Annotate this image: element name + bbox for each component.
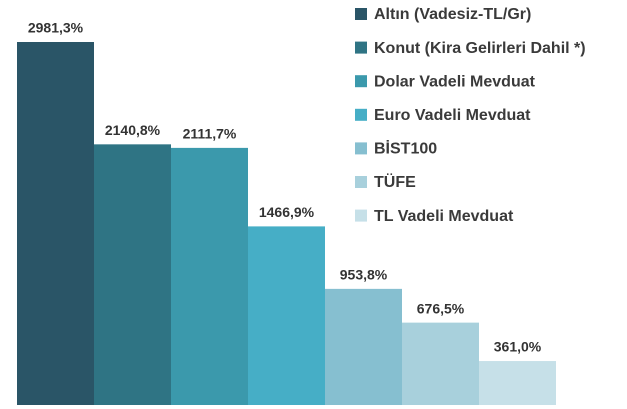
legend-swatch (355, 142, 367, 155)
legend-label: Konut (Kira Gelirleri Dahil *) (374, 40, 586, 57)
legend-swatch (355, 108, 367, 121)
bar (17, 42, 94, 405)
bar (479, 361, 556, 405)
bar (402, 322, 479, 405)
legend-label: Dolar Vadeli Mevduat (374, 73, 536, 90)
value-label: 2111,7% (183, 126, 237, 142)
legend-label: TL Vadeli Mevduat (374, 208, 514, 225)
value-label: 2981,3% (28, 20, 84, 36)
bar (325, 288, 402, 405)
legend-swatch (355, 8, 367, 20)
value-label: 1466,9% (259, 204, 315, 220)
legend-swatch (355, 209, 367, 222)
legend-swatch (355, 75, 367, 88)
value-label: 676,5% (417, 300, 465, 316)
legend-label: Euro Vadeli Mevduat (374, 107, 531, 124)
legend-label: BİST100 (374, 140, 437, 158)
bar (248, 226, 325, 405)
legend-swatch (355, 41, 367, 54)
bar (94, 144, 171, 405)
value-label: 2140,8% (105, 122, 161, 138)
legend-label: Altın (Vadesiz-TL/Gr) (374, 6, 531, 23)
value-label: 953,8% (340, 267, 388, 283)
legend-swatch (355, 176, 367, 188)
legend-label: TÜFE (374, 172, 416, 191)
value-label: 361,0% (494, 339, 542, 355)
bar (171, 147, 248, 405)
